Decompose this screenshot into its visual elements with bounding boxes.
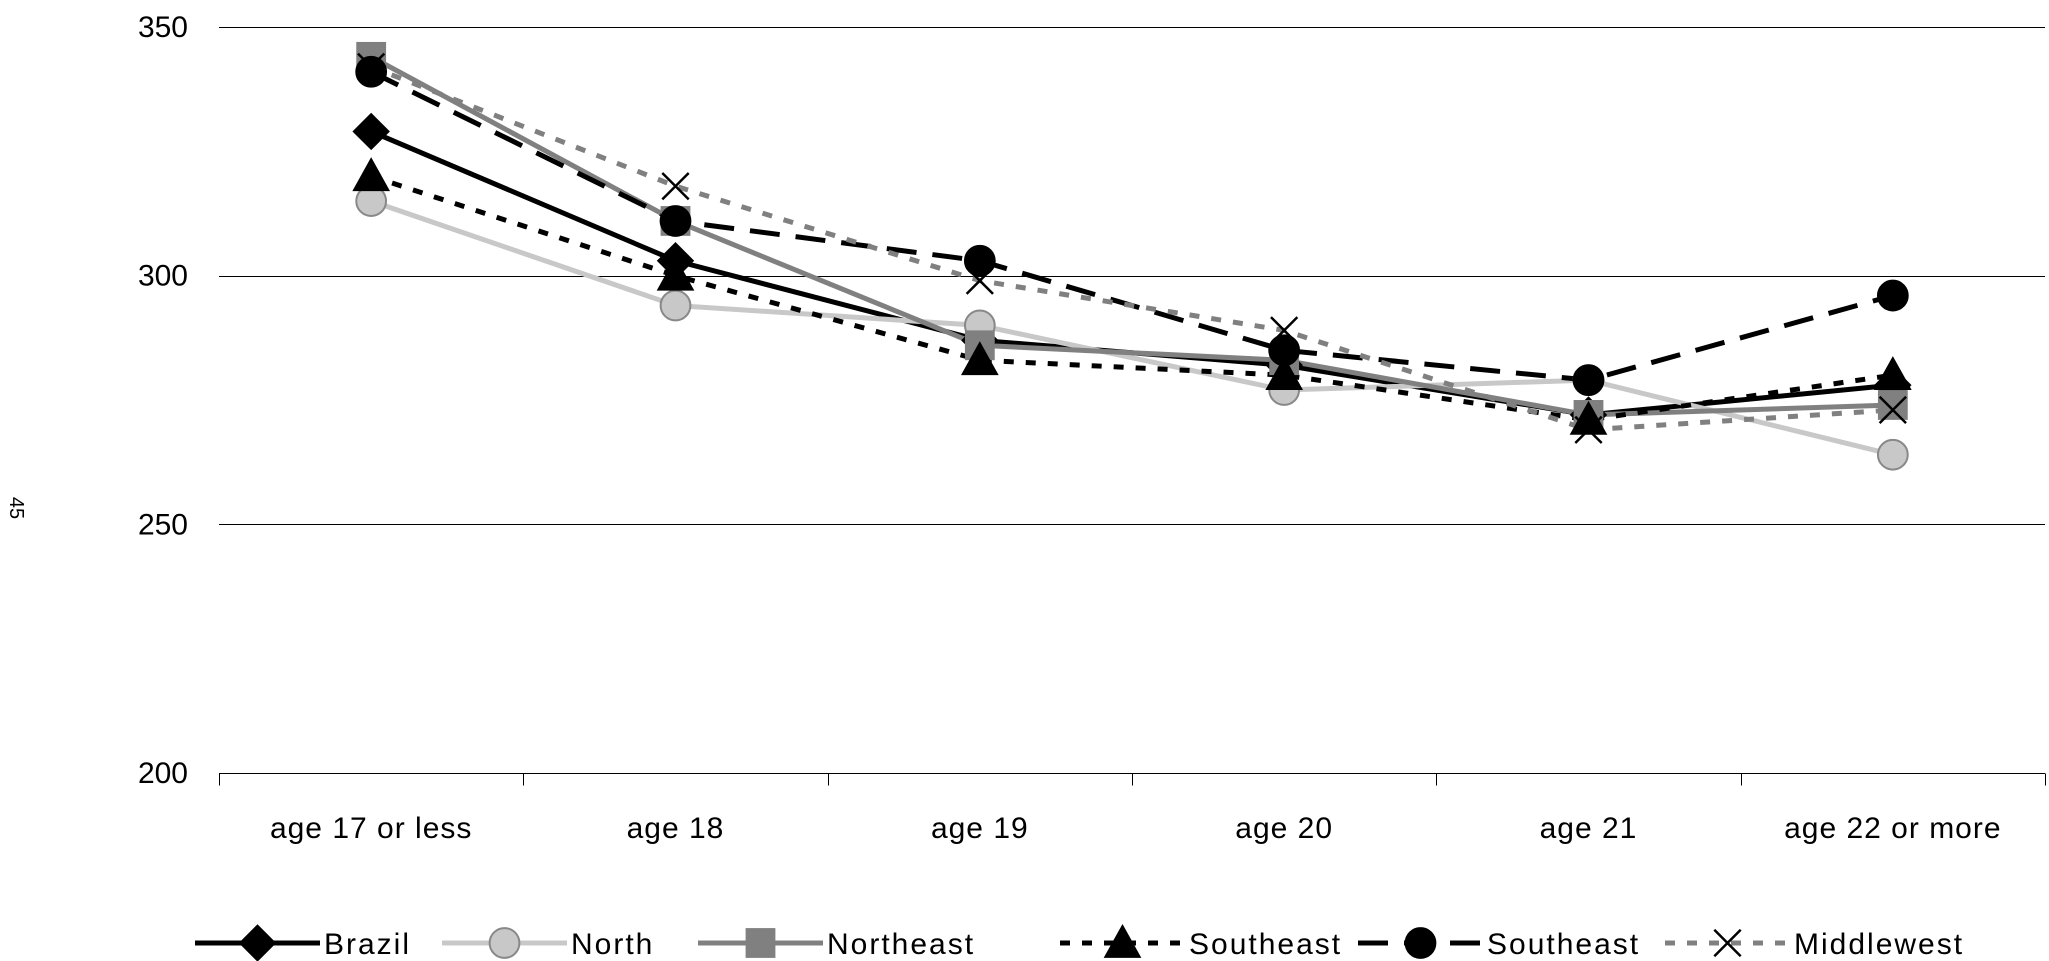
x-tick-label: age 19	[931, 812, 1029, 845]
data-point-5-2	[965, 266, 994, 295]
x-tick-label: age 18	[627, 812, 725, 845]
data-point-4-4	[1572, 364, 1605, 396]
data-point-3-0	[352, 157, 391, 192]
legend-item-0: Brazil	[195, 924, 411, 961]
x-tick-label: age 21	[1540, 812, 1638, 845]
legend: Brazil North Northeast Southeast Southeast Mi…	[195, 923, 1964, 961]
data-point-2-5	[1877, 390, 1908, 420]
data-point-legend-3	[1103, 923, 1142, 958]
data-point-legend-4	[1404, 927, 1437, 959]
data-point-3-4	[1569, 400, 1608, 435]
data-point-4-2	[963, 244, 996, 277]
data-point-3-5	[1873, 356, 1912, 391]
data-point-4-1	[659, 205, 692, 237]
page-number-group: 45	[5, 497, 27, 519]
series-lines	[369, 54, 1894, 458]
legend-label: Brazil	[324, 928, 411, 961]
x-tick-labels: age 17 or less age 18 age 19 age 20 age 21 ag…	[270, 812, 2001, 845]
y-tick-label: 350	[138, 11, 188, 44]
data-point-1-1	[659, 289, 692, 322]
legend-item-1: North	[442, 927, 654, 961]
legend-label: Southeast	[1189, 928, 1342, 961]
legend-item-5: Middlewest	[1665, 928, 1964, 961]
legend-label: Northeast	[827, 928, 975, 961]
data-point-3-3	[1265, 356, 1304, 391]
y-tick-labels: 200 250 300 350	[138, 11, 188, 790]
data-point-legend-2	[745, 928, 776, 958]
gridlines	[219, 27, 2045, 525]
data-point-4-3	[1268, 334, 1301, 367]
series-line-0	[370, 129, 1894, 418]
data-point-4-5	[1876, 279, 1909, 312]
page-number: 45	[5, 497, 27, 519]
legend-label: North	[571, 928, 654, 961]
data-point-5-1	[661, 172, 690, 201]
data-point-4-0	[355, 55, 388, 88]
series-markers	[352, 41, 1912, 471]
data-point-3-1	[656, 256, 695, 291]
data-point-legend-5	[1713, 928, 1742, 958]
data-point-legend-0	[238, 924, 277, 961]
data-point-legend-1	[488, 927, 521, 959]
legend-label: Middlewest	[1794, 928, 1964, 961]
data-point-3-2	[960, 341, 999, 376]
legend-item-4: Southeast	[1358, 927, 1640, 961]
legend-label: Southeast	[1487, 928, 1640, 961]
data-point-5-5	[1878, 395, 1907, 425]
series-line-1	[370, 198, 1894, 458]
y-tick-label: 300	[138, 260, 188, 293]
data-point-5-3	[1270, 316, 1299, 345]
legend-item-3: Southeast	[1060, 923, 1342, 961]
x-tick-label: age 20	[1235, 812, 1333, 845]
data-point-1-5	[1876, 438, 1909, 471]
data-point-5-4	[1574, 415, 1603, 444]
data-point-0-0	[352, 112, 390, 151]
y-tick-label: 250	[138, 508, 188, 541]
x-axis	[219, 773, 2046, 786]
x-tick-label: age 17 or less	[270, 812, 472, 845]
series-line-5	[370, 64, 1893, 433]
x-tick-label: age 22 or more	[1784, 812, 2001, 845]
y-tick-label: 200	[138, 757, 188, 790]
legend-item-2: Northeast	[698, 928, 975, 961]
series-line-3	[370, 173, 1894, 423]
data-point-5-0	[357, 52, 386, 81]
